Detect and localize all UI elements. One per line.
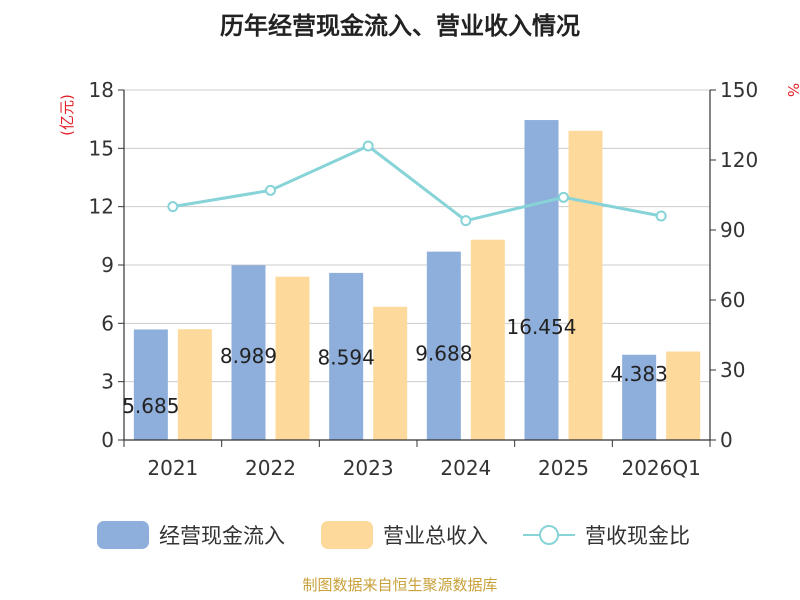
grid-lines xyxy=(124,89,710,383)
ratio-point-2021 xyxy=(167,201,179,213)
legend-label: 营业总收入 xyxy=(383,524,488,548)
bar-cash-inflow-2021 xyxy=(133,329,168,440)
y-left-tick-label: 0 xyxy=(101,428,114,452)
legend-label: 经营现金流入 xyxy=(159,524,285,548)
legend-swatch xyxy=(97,521,149,549)
legend-swatch-marker xyxy=(539,525,559,545)
x-tick-label: 2021 xyxy=(147,456,198,480)
data-label: 4.383 xyxy=(611,362,668,386)
axes: 0 3 6 9 12 15 18 0 30 60 90 120 150 2021 2022 2023 2024 2… xyxy=(89,78,759,480)
x-tick-label: 2024 xyxy=(440,456,491,480)
y-left-tick-label: 12 xyxy=(89,195,114,219)
bar-revenue-2021 xyxy=(177,329,212,440)
data-label: 5.685 xyxy=(122,394,179,418)
bar-revenue-2025 xyxy=(568,130,603,441)
ratio-point-2022 xyxy=(265,184,276,196)
x-tick-label: 2022 xyxy=(245,456,296,480)
bar-cash-inflow-2026Q1 xyxy=(622,354,657,440)
ratio-line-path xyxy=(172,144,662,223)
y-left-tick-label: 18 xyxy=(89,78,114,102)
y-left-unit: (亿元) xyxy=(58,94,76,136)
bar-cash-inflow-2025 xyxy=(524,120,559,441)
y-left-tick-label: 6 xyxy=(101,311,114,335)
y-right-tick-label: 150 xyxy=(720,78,758,102)
bar-revenue-2026Q1 xyxy=(666,351,701,440)
bar-revenue-2024 xyxy=(470,239,505,440)
y-right-tick-label: 0 xyxy=(720,428,733,452)
x-tick-label: 2026Q1 xyxy=(621,456,700,480)
bar-revenue-2022 xyxy=(275,276,310,440)
legend: 经营现金流入 营业总收入 营收现金比 xyxy=(97,521,690,549)
source-note: 制图数据来自恒生聚源数据库 xyxy=(302,576,497,594)
ratio-point-2026Q1 xyxy=(655,210,667,222)
y-left-tick-label: 9 xyxy=(101,253,114,277)
ratio-line xyxy=(167,140,667,227)
legend-label: 营收现金比 xyxy=(585,524,690,548)
y-right-unit: % xyxy=(784,83,800,97)
y-right-tick-label: 30 xyxy=(720,358,745,382)
data-label: 8.594 xyxy=(318,346,375,370)
bar-cash-inflow-2022 xyxy=(231,265,266,440)
x-tick-label: 2025 xyxy=(538,456,589,480)
bar-revenue-2023 xyxy=(373,306,408,440)
bar-cash-inflow-2024 xyxy=(426,251,461,440)
legend-swatch xyxy=(321,521,373,549)
y-left-tick-label: 3 xyxy=(101,370,114,394)
chart-title: 历年经营现金流入、营业收入情况 xyxy=(220,12,580,40)
ratio-point-2023 xyxy=(362,140,374,152)
y-right-tick-label: 60 xyxy=(720,288,745,312)
data-labels: 5.685 8.989 8.594 9.688 16.454 4.383 xyxy=(122,315,668,418)
y-right-tick-label: 90 xyxy=(720,218,745,242)
y-left-tick-label: 15 xyxy=(89,136,114,160)
bar-marks xyxy=(133,120,701,441)
data-label: 16.454 xyxy=(507,315,577,339)
ratio-point-2024 xyxy=(460,215,472,227)
data-label: 8.989 xyxy=(220,344,277,368)
x-tick-label: 2023 xyxy=(343,456,394,480)
bar-cash-inflow-2023 xyxy=(329,272,364,440)
data-label: 9.688 xyxy=(415,341,472,365)
ratio-point-2025 xyxy=(558,191,569,203)
y-right-tick-label: 120 xyxy=(720,148,758,172)
